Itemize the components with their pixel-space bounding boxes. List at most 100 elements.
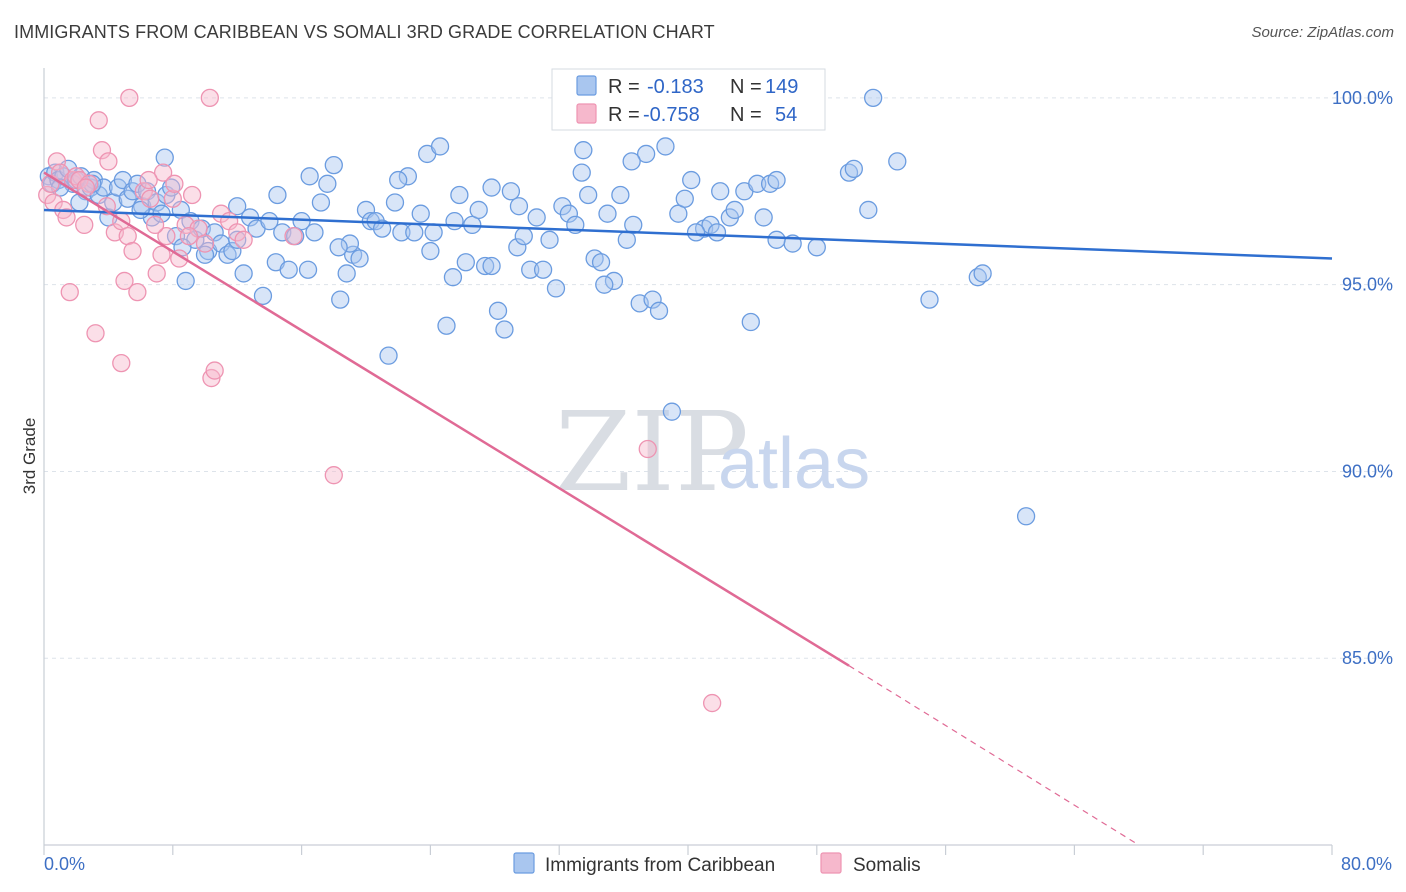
point-caribbean: [475, 256, 495, 276]
point-caribbean: [864, 88, 883, 108]
point-caribbean: [155, 148, 174, 167]
point-caribbean: [128, 174, 147, 193]
point-caribbean: [859, 200, 878, 220]
point-somalis: [324, 466, 343, 485]
point-caribbean: [741, 312, 760, 332]
point-caribbean: [611, 185, 630, 205]
point-somalis: [57, 208, 76, 227]
trend-line-somalis: [43, 171, 850, 667]
point-caribbean: [540, 230, 559, 249]
y-tick-label: 95.0%: [1342, 275, 1393, 295]
legend-n-value-somalis: 54: [775, 104, 797, 126]
point-caribbean: [268, 185, 287, 205]
point-somalis: [120, 88, 139, 108]
point-somalis: [115, 271, 134, 291]
point-caribbean: [389, 170, 408, 190]
point-caribbean: [430, 137, 450, 156]
y-tick-labels: 100.0% 95.0% 90.0% 85.0%: [1332, 88, 1393, 668]
point-caribbean: [807, 238, 826, 257]
point-caribbean: [748, 174, 767, 193]
point-caribbean: [437, 316, 456, 335]
y-tick-label: 100.0%: [1332, 88, 1393, 108]
point-somalis: [38, 185, 57, 205]
x-tick-label-min: 0.0%: [44, 854, 85, 874]
point-caribbean: [372, 219, 392, 238]
point-caribbean: [844, 159, 863, 179]
chart-title: IMMIGRANTS FROM CARIBBEAN VS SOMALI 3RD …: [14, 22, 715, 42]
point-caribbean: [223, 241, 242, 261]
point-somalis: [112, 353, 131, 373]
point-caribbean: [495, 320, 514, 339]
point-caribbean: [253, 286, 273, 306]
legend-r-value-somalis: -0.758: [643, 104, 700, 126]
legend-r-value-caribbean: -0.183: [647, 76, 704, 98]
point-caribbean: [398, 167, 418, 186]
point-somalis: [47, 152, 67, 171]
point-caribbean: [340, 234, 360, 253]
point-somalis: [60, 282, 79, 302]
point-somalis: [147, 264, 166, 283]
point-caribbean: [260, 212, 279, 231]
point-caribbean: [656, 137, 675, 156]
point-caribbean: [559, 204, 579, 223]
bottom-legend-label-somalis: Somalis: [853, 855, 921, 876]
point-caribbean: [424, 223, 443, 242]
point-caribbean: [533, 260, 553, 279]
point-somalis: [86, 324, 105, 343]
point-caribbean: [888, 152, 907, 171]
point-caribbean: [488, 301, 508, 320]
point-caribbean: [405, 223, 424, 242]
point-caribbean: [649, 301, 669, 320]
series-caribbean-points: [39, 88, 1036, 526]
watermark: ZIP atlas: [555, 388, 870, 516]
point-caribbean: [643, 290, 662, 309]
trend-lines: [43, 171, 1333, 846]
point-somalis: [141, 189, 160, 208]
point-somalis: [134, 182, 153, 201]
point-somalis: [182, 185, 202, 205]
point-caribbean: [711, 182, 730, 201]
gridlines: [44, 97, 1392, 659]
point-somalis: [205, 361, 224, 380]
point-caribbean: [595, 275, 614, 294]
point-somalis: [123, 241, 142, 261]
point-caribbean: [521, 260, 540, 279]
point-somalis: [234, 230, 253, 249]
point-caribbean: [622, 152, 641, 171]
point-caribbean: [443, 268, 463, 287]
y-tick-label: 85.0%: [1342, 648, 1393, 668]
point-caribbean: [527, 208, 546, 227]
point-caribbean: [920, 290, 939, 309]
point-caribbean: [662, 402, 682, 421]
point-somalis: [76, 178, 96, 197]
point-somalis: [703, 693, 722, 713]
point-caribbean: [311, 193, 331, 212]
point-somalis: [228, 223, 247, 242]
point-somalis: [92, 141, 112, 160]
source-credit: Source: ZipAtlas.com: [1251, 24, 1394, 41]
point-caribbean: [675, 189, 694, 208]
point-caribbean: [579, 185, 598, 205]
legend-swatch-somalis: [576, 103, 597, 124]
point-caribbean: [279, 260, 298, 279]
point-somalis: [145, 215, 165, 235]
point-somalis: [70, 170, 89, 190]
point-somalis: [99, 152, 118, 171]
point-caribbean: [228, 230, 247, 249]
watermark-zip: ZIP: [555, 388, 749, 516]
point-caribbean: [598, 204, 617, 223]
point-caribbean: [553, 197, 572, 216]
point-caribbean: [305, 223, 324, 242]
point-caribbean: [572, 163, 591, 182]
point-somalis: [139, 170, 158, 190]
point-somalis: [179, 226, 199, 246]
point-somalis: [153, 163, 173, 182]
legend-frame: [551, 68, 826, 131]
legend-n-label-caribbean: N =: [730, 76, 762, 98]
point-caribbean: [482, 178, 501, 197]
bottom-legend-swatch-somalis: [820, 852, 842, 874]
point-somalis: [75, 215, 94, 235]
point-caribbean: [324, 155, 343, 175]
bottom-legend-label-caribbean: Immigrants from Caribbean: [545, 855, 775, 876]
point-somalis: [163, 189, 182, 208]
